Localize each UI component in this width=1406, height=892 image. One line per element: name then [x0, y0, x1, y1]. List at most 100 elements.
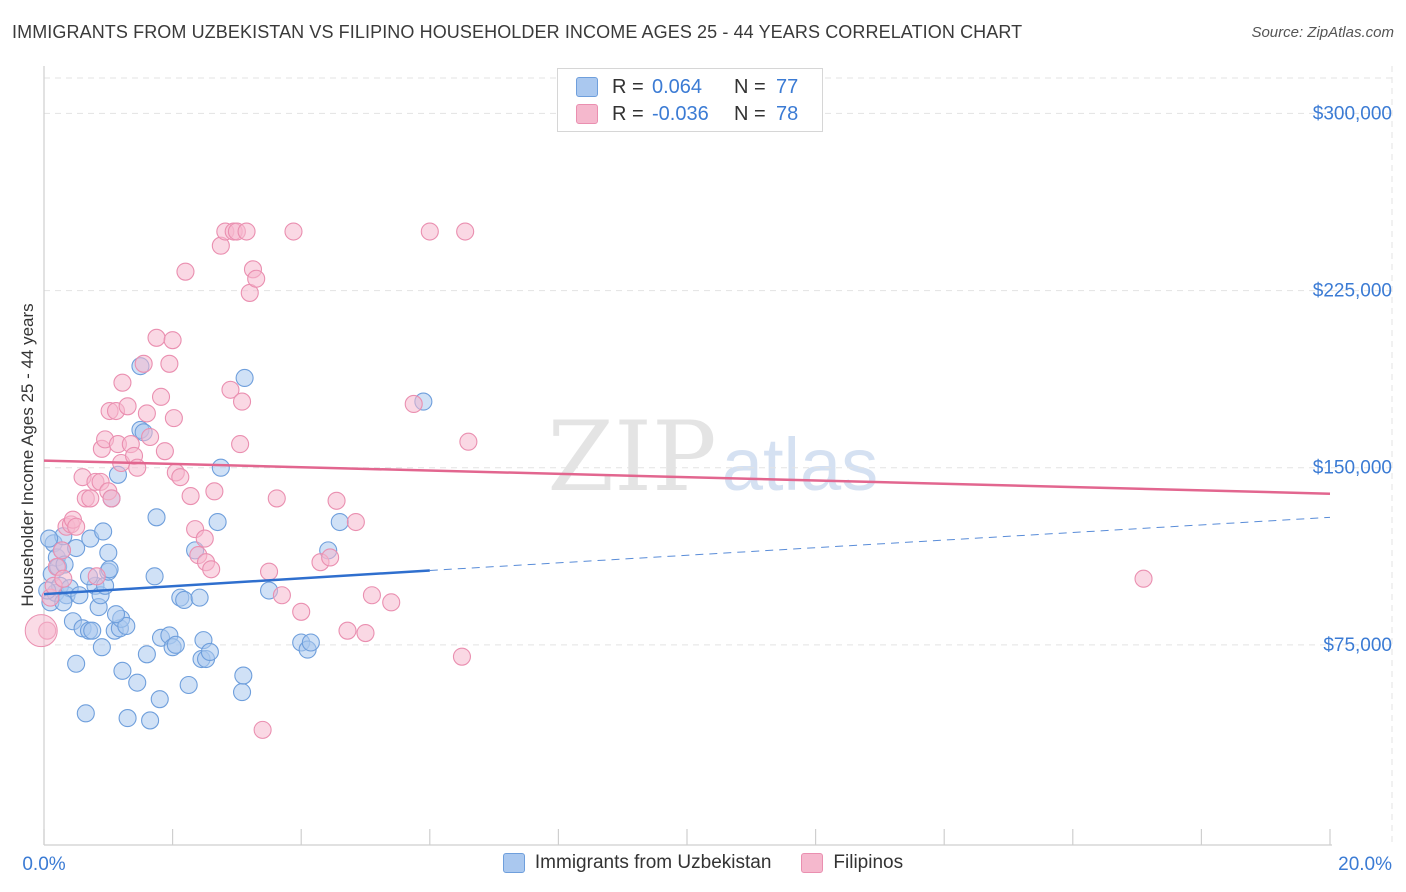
uzbekistan-point: [147, 508, 166, 527]
uzbekistan-point: [92, 638, 111, 657]
filipino-point: [459, 432, 478, 451]
filipino-point: [382, 593, 401, 612]
filipino-point: [346, 512, 365, 532]
x-tick-label-max: 20.0%: [1338, 854, 1392, 875]
uzbekistan-point: [179, 675, 198, 695]
legend-r-label: R =: [612, 102, 644, 125]
series-legend: Immigrants from Uzbekistan Filipinos: [0, 852, 1406, 874]
filipino-point: [134, 354, 153, 373]
filipino-point: [272, 586, 291, 605]
filipino-point: [205, 482, 224, 501]
filipino-point: [67, 517, 86, 536]
legend-n-value: 78: [776, 102, 799, 125]
uzbekistan-point: [70, 586, 89, 605]
filipino-point: [52, 541, 72, 560]
uzbekistan-point: [67, 654, 86, 673]
filipino-point: [176, 262, 195, 281]
legend-row-filipinos: R = -0.036 N = 78: [576, 102, 798, 126]
filipino-point: [221, 380, 240, 399]
filipino-point: [181, 487, 200, 506]
uzbekistan-point: [175, 590, 194, 610]
uzbekistan-point: [200, 642, 219, 661]
filipino-point: [327, 491, 346, 510]
legend-n-label: N =: [734, 102, 766, 125]
filipino-point: [259, 562, 279, 581]
filipino-point: [321, 548, 340, 567]
uzbekistan-point: [40, 529, 59, 548]
y-tick-label: $225,000: [1313, 281, 1392, 302]
legend-item-filipinos[interactable]: Filipinos: [801, 852, 903, 874]
watermark-atlas: atlas: [722, 423, 878, 506]
filipino-point: [404, 394, 423, 413]
filipino-point: [54, 569, 73, 588]
uzbekistan-point: [113, 661, 132, 680]
uzbekistan-point: [137, 645, 156, 664]
filipino-point: [163, 331, 182, 350]
filipino-point: [151, 387, 171, 406]
uzbekistan-point: [166, 635, 185, 654]
filipino-point-large: [24, 614, 58, 648]
filipino-point: [160, 354, 179, 373]
filipino-point: [338, 621, 357, 640]
uzbekistan-point: [211, 458, 230, 477]
legend-r-value: 0.064: [652, 75, 703, 98]
blue-swatch: [502, 853, 525, 873]
uzbekistan-point: [99, 543, 118, 562]
filipino-point: [452, 647, 472, 666]
y-tick-label: $75,000: [1323, 635, 1392, 656]
uzbekistan-point: [301, 633, 320, 652]
filipino-point: [113, 373, 132, 392]
filipino-point: [155, 442, 174, 461]
filipino-point: [362, 586, 381, 605]
chart-source: Source: ZipAtlas.com: [1251, 24, 1394, 41]
filipino-point: [141, 427, 160, 447]
legend-label-uzbekistan: Immigrants from Uzbekistan: [534, 852, 772, 873]
watermark-zip: ZIP: [547, 401, 716, 513]
filipino-point: [137, 404, 156, 423]
filipino-point: [164, 409, 183, 428]
chart-title: IMMIGRANTS FROM UZBEKISTAN VS FILIPINO H…: [12, 22, 1023, 42]
uzbekistan-point: [94, 522, 113, 541]
filipino-point: [237, 222, 256, 241]
pink-swatch: [801, 853, 824, 873]
legend-row-uzbekistan: R = 0.064 N = 77: [576, 75, 798, 99]
uzbekistan-point: [234, 666, 253, 685]
uzbekistan-trend-line: [43, 569, 430, 596]
uzbekistan-point: [141, 711, 160, 730]
filipino-point: [456, 222, 475, 241]
filipino-point: [267, 489, 286, 508]
filipino-point: [356, 623, 375, 643]
filipino-point: [1134, 569, 1153, 588]
uzbekistan-point: [117, 616, 136, 636]
legend-r-label: R =: [612, 75, 644, 98]
uzbekistan-point: [106, 605, 126, 624]
uzbekistan-point: [190, 588, 209, 607]
filipino-point: [87, 567, 106, 586]
legend-r-value: -0.036: [652, 102, 709, 125]
uzbekistan-point: [232, 683, 252, 702]
filipino-point: [171, 468, 190, 487]
legend-n-label: N =: [734, 75, 766, 98]
uzbekistan-point: [145, 567, 164, 586]
uzbekistan-point: [128, 673, 147, 692]
legend-n-value: 77: [776, 75, 799, 98]
uzbekistan-point: [76, 704, 95, 723]
blue-swatch: [576, 77, 598, 97]
uzbekistan-point: [235, 368, 254, 388]
filipino-point: [253, 720, 272, 739]
filipino-trend-line: [43, 459, 1331, 495]
legend-item-uzbekistan[interactable]: Immigrants from Uzbekistan: [502, 852, 772, 874]
filipino-point: [81, 489, 100, 508]
filipino-point: [420, 222, 439, 241]
filipino-point: [247, 269, 266, 288]
filipino-point: [231, 435, 250, 454]
y-tick-label: $300,000: [1313, 103, 1392, 124]
filipino-point: [284, 222, 303, 241]
legend-label-filipinos: Filipinos: [833, 852, 904, 873]
uzbekistan-point: [118, 709, 137, 728]
filipino-point: [147, 328, 166, 347]
filipino-point: [118, 397, 137, 416]
uzbekistan-point: [150, 690, 169, 709]
uzbekistan-point: [208, 512, 227, 532]
